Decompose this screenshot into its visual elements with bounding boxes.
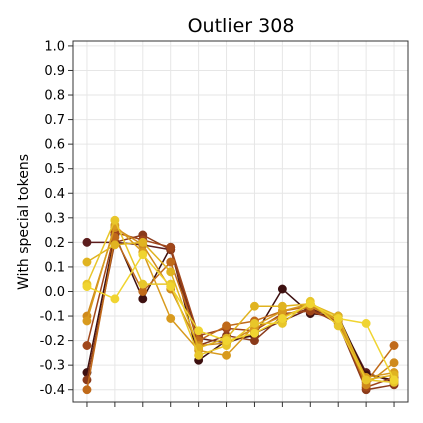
series — [82, 237, 399, 385]
series-line — [86, 231, 395, 389]
data-point — [110, 215, 120, 225]
data-point — [361, 318, 371, 328]
y-tick-label: 0.0 — [44, 285, 65, 300]
y-tick-label: -0.4 — [40, 383, 65, 398]
series-line — [86, 253, 395, 381]
y-tick-label: -0.2 — [40, 334, 65, 349]
series — [82, 215, 399, 387]
chart-title: Outlier 308 — [188, 15, 295, 37]
series-line — [86, 234, 395, 381]
data-point — [305, 299, 315, 309]
y-tick-label: 0.2 — [44, 236, 65, 251]
data-point — [138, 250, 148, 260]
data-point — [110, 240, 120, 250]
series-line — [86, 234, 395, 391]
data-point — [194, 350, 204, 360]
y-tick-label: 0.5 — [44, 162, 65, 177]
data-point — [250, 328, 259, 338]
series-line — [86, 226, 395, 386]
data-point — [166, 267, 176, 277]
data-point — [82, 385, 92, 395]
data-point — [277, 314, 287, 323]
y-tick-label: 0.7 — [44, 113, 65, 128]
data-point — [222, 321, 231, 331]
y-tick-label: 0.6 — [44, 138, 65, 153]
y-tick-label: 0.8 — [44, 89, 65, 104]
y-tick-label: 1.0 — [44, 39, 65, 54]
data-point — [166, 242, 176, 252]
y-tick-label: 0.3 — [44, 211, 65, 226]
axes: 1.0 0.9 0.8 0.7 0.6 0.5 0.4 0.3 0.2 0.1 0.0 -0.1 -0.… — [40, 39, 395, 407]
data-point — [333, 314, 343, 323]
series-line — [86, 219, 395, 384]
data-point — [82, 316, 92, 326]
data-point — [277, 284, 287, 294]
data-point — [138, 237, 148, 247]
y-axis-label: With special tokens — [16, 154, 32, 290]
y-tick-label: -0.1 — [40, 310, 65, 325]
series-layer — [82, 215, 399, 395]
y-tick-label: 0.1 — [44, 260, 65, 275]
series — [82, 223, 399, 390]
series — [82, 228, 399, 392]
data-point — [82, 237, 92, 247]
y-tick-label: 0.9 — [44, 64, 65, 79]
data-point — [389, 341, 399, 350]
y-tick-label: 0.4 — [44, 187, 65, 202]
data-point — [277, 301, 287, 311]
data-point — [361, 375, 371, 385]
series — [82, 220, 399, 382]
data-point — [166, 257, 176, 267]
data-point — [166, 282, 176, 292]
data-point — [222, 336, 231, 346]
data-point — [389, 375, 399, 385]
series — [82, 250, 399, 385]
grid — [73, 41, 408, 402]
data-point — [222, 350, 231, 360]
data-point — [110, 294, 120, 304]
data-point — [194, 326, 204, 336]
series — [82, 237, 399, 387]
series — [82, 233, 399, 395]
data-point — [250, 318, 259, 328]
series-line — [86, 224, 395, 379]
y-tick-label: -0.3 — [40, 359, 65, 374]
data-point — [250, 301, 259, 311]
data-point — [82, 282, 92, 292]
data-point — [82, 341, 92, 350]
data-point — [138, 279, 148, 289]
plot-frame — [72, 40, 409, 403]
data-point — [166, 314, 176, 323]
data-point — [389, 358, 399, 368]
series-line — [86, 241, 395, 381]
data-point — [82, 257, 92, 267]
